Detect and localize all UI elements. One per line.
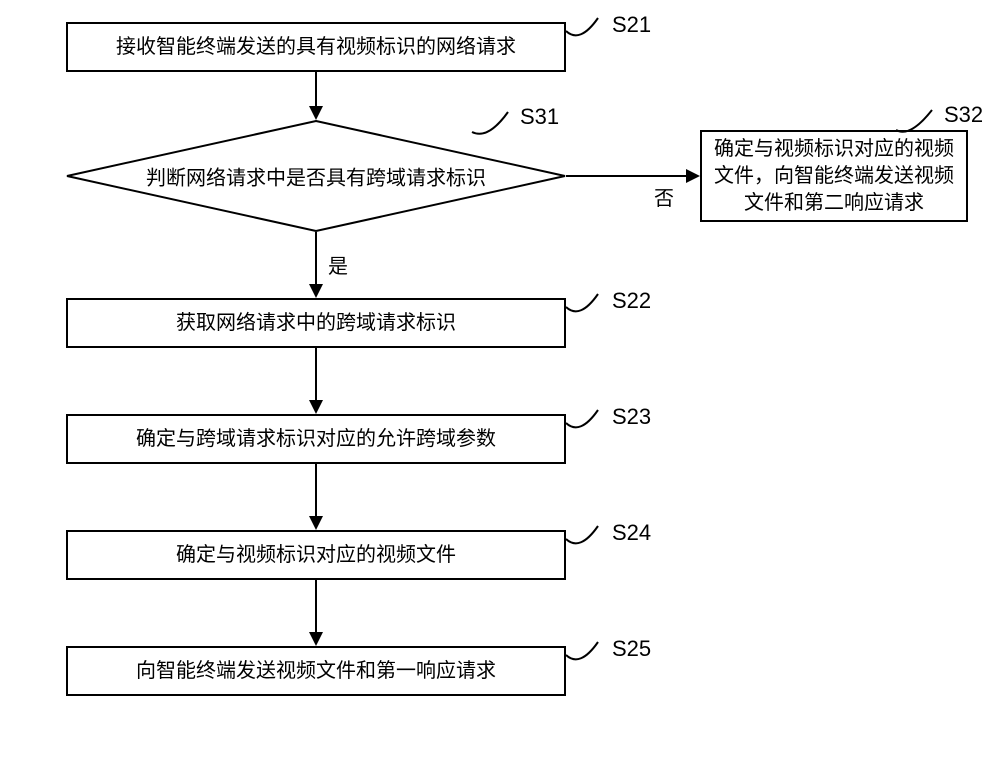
edge-label-no: 否 xyxy=(654,182,674,211)
label-s23: S23 xyxy=(612,404,651,430)
node-s21: 接收智能终端发送的具有视频标识的网络请求 xyxy=(66,22,566,72)
arrow-s21-s31 xyxy=(315,72,317,108)
callout-s24 xyxy=(560,514,610,554)
node-s22-text: 获取网络请求中的跨域请求标识 xyxy=(176,310,456,337)
label-s22: S22 xyxy=(612,288,651,314)
node-s32: 确定与视频标识对应的视频文件，向智能终端发送视频文件和第二响应请求 xyxy=(700,130,968,222)
node-s25: 向智能终端发送视频文件和第一响应请求 xyxy=(66,646,566,696)
arrow-s31-s22 xyxy=(315,232,317,286)
callout-s31 xyxy=(468,102,518,142)
label-s32: S32 xyxy=(944,102,983,128)
edge-label-yes: 是 xyxy=(328,250,348,279)
node-s31-text: 判断网络请求中是否具有跨域请求标识 xyxy=(91,162,541,191)
label-s24: S24 xyxy=(612,520,651,546)
callout-s32 xyxy=(892,100,942,140)
arrow-s31-s32 xyxy=(566,175,686,177)
arrow-s23-s24 xyxy=(315,464,317,518)
callout-s21 xyxy=(560,6,610,46)
node-s22: 获取网络请求中的跨域请求标识 xyxy=(66,298,566,348)
arrowhead-s23-s24 xyxy=(309,516,323,530)
label-s31: S31 xyxy=(520,104,559,130)
arrowhead-s21-s31 xyxy=(309,106,323,120)
arrow-s22-s23 xyxy=(315,348,317,402)
callout-s22 xyxy=(560,282,610,322)
arrowhead-s24-s25 xyxy=(309,632,323,646)
node-s21-text: 接收智能终端发送的具有视频标识的网络请求 xyxy=(116,34,516,61)
arrow-s24-s25 xyxy=(315,580,317,634)
node-s24: 确定与视频标识对应的视频文件 xyxy=(66,530,566,580)
label-s21: S21 xyxy=(612,12,651,38)
label-s25: S25 xyxy=(612,636,651,662)
arrowhead-s31-s22 xyxy=(309,284,323,298)
node-s24-text: 确定与视频标识对应的视频文件 xyxy=(176,542,456,569)
node-s23: 确定与跨域请求标识对应的允许跨域参数 xyxy=(66,414,566,464)
node-s23-text: 确定与跨域请求标识对应的允许跨域参数 xyxy=(136,426,496,453)
arrowhead-s31-s32 xyxy=(686,169,700,183)
node-s25-text: 向智能终端发送视频文件和第一响应请求 xyxy=(136,658,496,685)
callout-s23 xyxy=(560,398,610,438)
callout-s25 xyxy=(560,630,610,670)
node-s32-text: 确定与视频标识对应的视频文件，向智能终端发送视频文件和第二响应请求 xyxy=(712,136,956,217)
arrowhead-s22-s23 xyxy=(309,400,323,414)
